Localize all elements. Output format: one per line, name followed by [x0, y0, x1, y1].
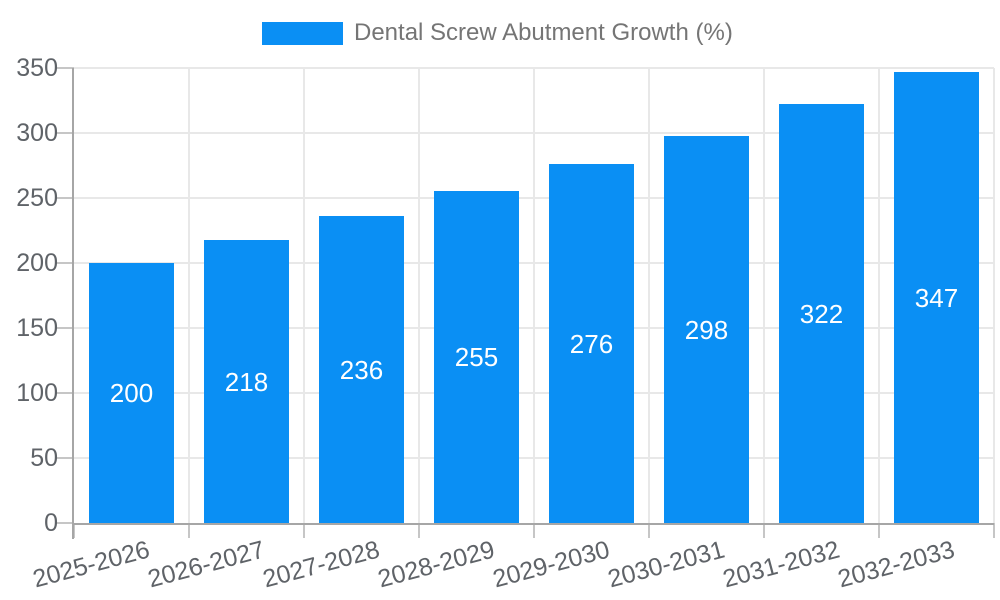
- x-tick-4: [533, 523, 535, 538]
- bar-value-label: 347: [914, 283, 959, 313]
- bar-value-label: 276: [569, 329, 614, 359]
- gridline-v-1: [188, 68, 190, 523]
- bar-2028-2029[interactable]: 255: [434, 191, 519, 523]
- bar-value-label: 255: [454, 342, 499, 372]
- y-axis-label-100: 100: [16, 379, 58, 407]
- bar-value-label: 236: [339, 355, 384, 385]
- y-tick-150: [56, 327, 74, 329]
- x-axis-line: [74, 523, 994, 525]
- x-tick-5: [648, 523, 650, 538]
- bar-2027-2028[interactable]: 236: [319, 216, 404, 523]
- y-tick-0: [56, 522, 74, 524]
- y-axis-label-0: 0: [44, 509, 58, 537]
- x-tick-2: [303, 523, 305, 538]
- y-axis-label-250: 250: [16, 184, 58, 212]
- gridline-v-3: [418, 68, 420, 523]
- bar-value-label: 200: [109, 378, 154, 408]
- gridline-v-4: [533, 68, 535, 523]
- x-tick-6: [763, 523, 765, 538]
- y-axis-label-200: 200: [16, 249, 58, 277]
- y-tick-50: [56, 457, 74, 459]
- x-tick-3: [418, 523, 420, 538]
- bar-2032-2033[interactable]: 347: [894, 72, 979, 523]
- bar-2026-2027[interactable]: 218: [204, 240, 289, 523]
- bar-2031-2032[interactable]: 322: [779, 104, 864, 523]
- bar-value-label: 322: [799, 299, 844, 329]
- y-tick-300: [56, 132, 74, 134]
- gridline-v-7: [878, 68, 880, 523]
- y-tick-200: [56, 262, 74, 264]
- x-tick-8: [993, 523, 995, 538]
- bar-2025-2026[interactable]: 200: [89, 263, 174, 523]
- y-tick-100: [56, 392, 74, 394]
- y-axis-label-350: 350: [16, 54, 58, 82]
- bar-value-label: 218: [224, 367, 269, 397]
- gridline-v-5: [648, 68, 650, 523]
- y-tick-350: [56, 67, 74, 69]
- legend[interactable]: Dental Screw Abutment Growth (%): [262, 19, 733, 47]
- y-axis-label-150: 150: [16, 314, 58, 342]
- y-axis-line: [72, 68, 74, 539]
- x-tick-0: [73, 523, 75, 538]
- bar-value-label: 298: [684, 315, 729, 345]
- x-tick-7: [878, 523, 880, 538]
- y-tick-250: [56, 197, 74, 199]
- x-tick-1: [188, 523, 190, 538]
- legend-series-label: Dental Screw Abutment Growth (%): [354, 19, 733, 46]
- y-axis-label-300: 300: [16, 119, 58, 147]
- legend-swatch[interactable]: [262, 21, 343, 45]
- gridline-v-2: [303, 68, 305, 523]
- gridline-v-6: [763, 68, 765, 523]
- y-axis-label-50: 50: [30, 444, 58, 472]
- bar-2030-2031[interactable]: 298: [664, 136, 749, 523]
- bar-2029-2030[interactable]: 276: [549, 164, 634, 523]
- gridline-v-8: [993, 68, 995, 523]
